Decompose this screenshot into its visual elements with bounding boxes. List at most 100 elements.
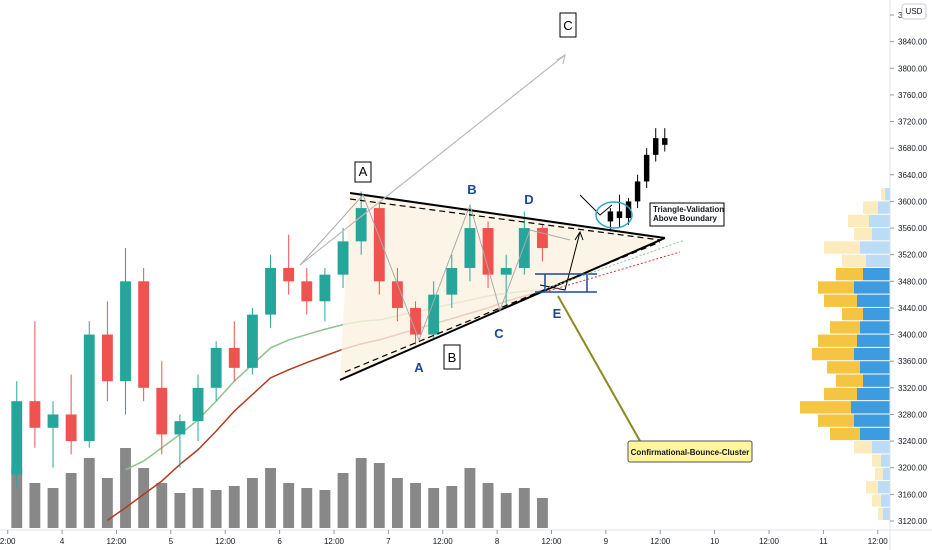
y-tick-label: 3480.00 — [898, 277, 927, 286]
y-tick-label: 3200.00 — [898, 464, 927, 473]
x-tick-label: 8 — [495, 537, 500, 546]
volume-bar — [120, 448, 131, 528]
candle-body — [536, 228, 548, 249]
profile-buy — [882, 507, 890, 520]
volume-bar — [47, 488, 59, 528]
candle-body — [355, 208, 367, 242]
profile-buy — [851, 401, 890, 414]
wave-label: A — [359, 164, 368, 179]
wave-label: D — [524, 192, 533, 207]
candle-body — [265, 268, 276, 315]
path-arrow — [539, 231, 581, 291]
profile-buy — [860, 361, 890, 374]
y-tick-label: 3640.00 — [898, 171, 927, 180]
candle-body — [616, 211, 623, 219]
candle-body — [120, 281, 131, 382]
x-tick-label: 12:00 — [324, 537, 345, 546]
wave-label: C — [563, 18, 572, 33]
profile-sell — [818, 414, 854, 427]
candle-body — [446, 268, 458, 295]
profile-buy — [854, 281, 890, 294]
profile-buy — [869, 214, 890, 228]
candle-body — [652, 138, 659, 155]
note-box — [627, 440, 753, 463]
candle-body — [373, 208, 385, 282]
volume-bar — [138, 468, 150, 528]
note-text: Above Boundary — [653, 214, 718, 223]
profile-buy — [854, 347, 890, 361]
x-tick-label: 9 — [604, 537, 609, 546]
volume-bar — [11, 468, 23, 528]
profile-buy — [882, 467, 890, 481]
x-tick-label: 12:00 — [868, 537, 889, 546]
y-tick-label: 3800.00 — [898, 64, 927, 73]
candle-body — [643, 154, 650, 182]
profile-sell — [842, 307, 863, 321]
candle-body — [283, 268, 295, 282]
profile-sell — [818, 281, 854, 294]
profile-sell — [863, 201, 878, 214]
candle-body — [482, 228, 494, 275]
profile-sell — [854, 228, 872, 241]
path-arrow — [579, 194, 613, 216]
x-tick-label: 12:00 — [215, 537, 236, 546]
y-tick-label: 3520.00 — [898, 251, 927, 260]
profile-sell — [836, 374, 863, 387]
profile-sell — [872, 454, 881, 467]
profile-buy — [872, 228, 890, 241]
volume-bar — [65, 473, 77, 528]
volume-bar — [210, 490, 222, 528]
y-tick-label: 3680.00 — [898, 144, 927, 153]
y-tick-label: 3320.00 — [898, 384, 927, 393]
y-tick-label: 3760.00 — [898, 91, 927, 100]
y-tick-label: 3240.00 — [898, 437, 927, 446]
annotations — [299, 12, 753, 463]
upper-line — [349, 192, 666, 239]
arrow-head — [574, 230, 584, 241]
candle-body — [65, 414, 77, 442]
note-box — [649, 202, 725, 227]
x-tick-label: 12:00 — [106, 537, 127, 546]
arrow-head — [556, 53, 566, 65]
x-tick-label: 4 — [60, 537, 65, 546]
x-tick-label: 12:00 — [433, 537, 454, 546]
profile-sell — [878, 507, 883, 520]
candle-body — [464, 228, 476, 268]
volume-bar — [319, 490, 331, 528]
candle-body — [29, 401, 41, 428]
profile-buy — [863, 268, 890, 281]
y-tick-label: 3720.00 — [898, 118, 927, 127]
wave-label: E — [553, 306, 562, 321]
profile-sell — [842, 254, 866, 267]
volume-bar — [301, 488, 313, 528]
profile-sell — [818, 334, 857, 347]
volume-bar — [464, 468, 476, 528]
candle-body — [210, 347, 222, 388]
candle-body — [156, 387, 168, 435]
profile-sell — [830, 321, 860, 334]
lower-dashed — [344, 241, 661, 373]
label-box — [354, 161, 372, 183]
volume-bar — [536, 498, 548, 528]
wave-path — [299, 194, 571, 342]
candle-body — [337, 241, 349, 275]
x-tick-label: 11 — [819, 537, 828, 546]
candle-body — [607, 211, 614, 222]
ma-extension — [544, 239, 686, 290]
volume-bar — [246, 478, 258, 528]
y-tick-label: 3280.00 — [898, 410, 927, 419]
volume-bar — [283, 483, 295, 528]
volume-bar — [355, 458, 367, 528]
currency-box — [901, 3, 927, 20]
x-tick-label: 7 — [386, 537, 391, 546]
profile-sell — [827, 361, 860, 374]
candle-body — [228, 347, 240, 368]
wave-label: C — [494, 326, 504, 341]
label-box — [443, 344, 461, 370]
wave-label: B — [448, 350, 457, 365]
candle-body — [410, 307, 421, 335]
candle-body — [634, 181, 641, 202]
candle-body — [83, 334, 95, 442]
